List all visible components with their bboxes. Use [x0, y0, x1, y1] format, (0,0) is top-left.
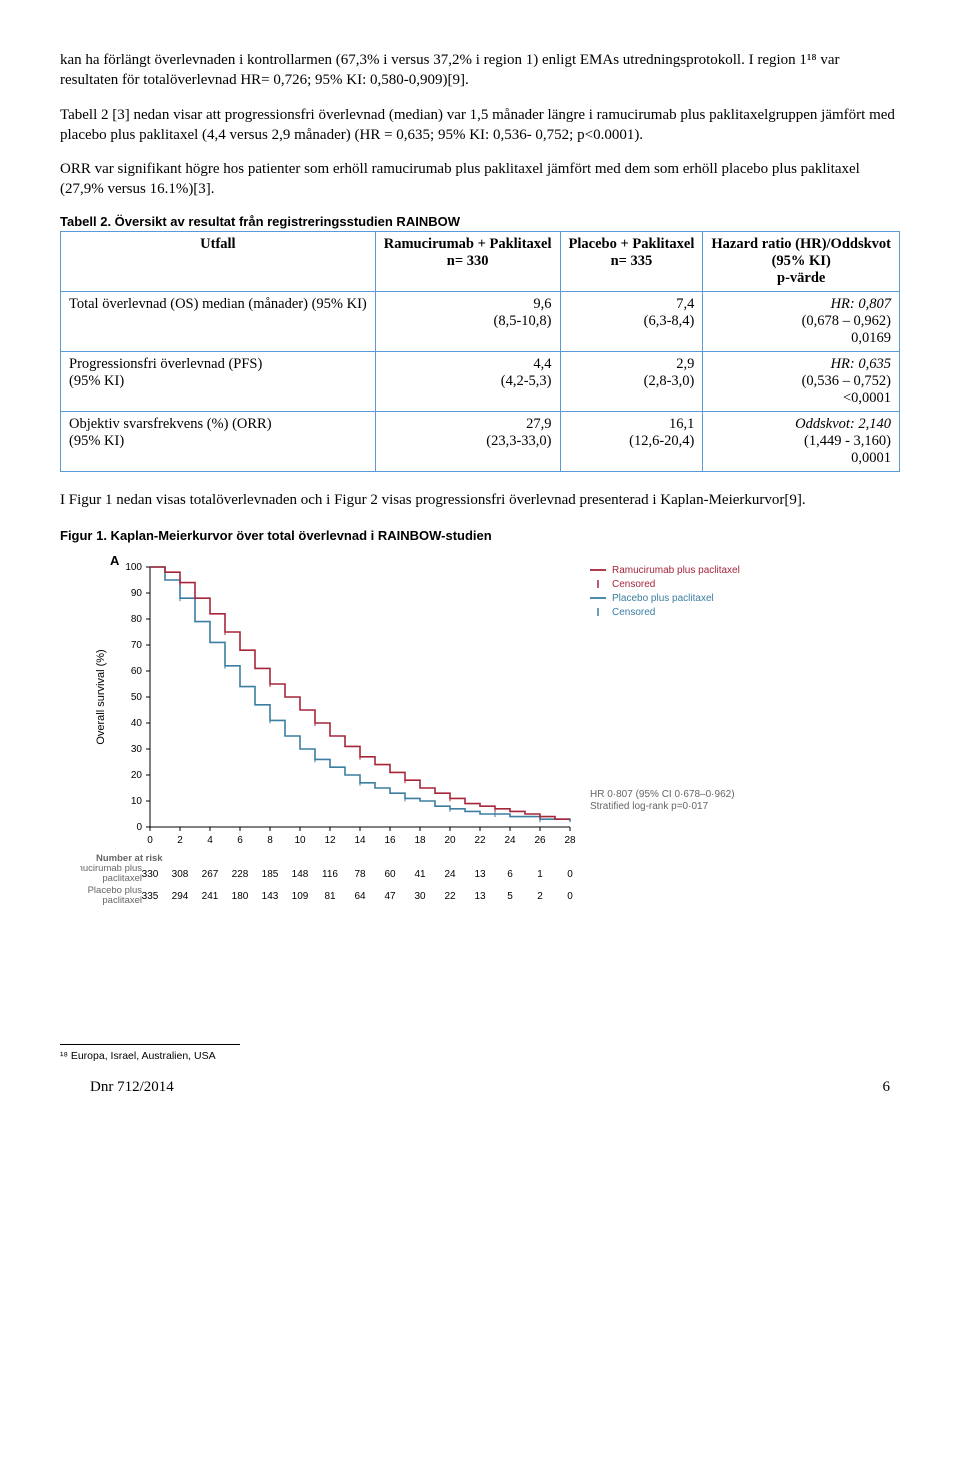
svg-text:0: 0 — [147, 835, 153, 846]
svg-text:22: 22 — [444, 891, 456, 902]
table-cell: Oddskvot: 2,140(1,449 - 3,160)0,0001 — [703, 411, 900, 471]
svg-text:267: 267 — [202, 869, 219, 880]
svg-text:Ramucirumab plus paclitaxel: Ramucirumab plus paclitaxel — [612, 565, 740, 576]
page-footer: Dnr 712/2014 6 — [60, 1079, 900, 1096]
svg-text:64: 64 — [354, 891, 366, 902]
svg-text:20: 20 — [131, 770, 143, 781]
svg-text:0: 0 — [136, 822, 142, 833]
svg-text:1: 1 — [537, 869, 543, 880]
table-cell: 4,4(4,2-5,3) — [375, 351, 560, 411]
svg-text:335: 335 — [142, 891, 159, 902]
km-figure: A010203040506070809010002468101214161820… — [80, 549, 900, 924]
svg-text:148: 148 — [292, 869, 309, 880]
table-cell: 9,6(8,5-10,8) — [375, 291, 560, 351]
footer-left: Dnr 712/2014 — [90, 1079, 174, 1096]
svg-text:10: 10 — [131, 796, 143, 807]
svg-text:20: 20 — [444, 835, 456, 846]
paragraph-1: kan ha förlängt överlevnaden i kontrolla… — [60, 50, 900, 91]
svg-text:12: 12 — [324, 835, 336, 846]
svg-text:10: 10 — [294, 835, 306, 846]
svg-text:5: 5 — [507, 891, 513, 902]
svg-text:Censored: Censored — [612, 579, 655, 590]
table-row: Objektiv svarsfrekvens (%) (ORR)(95% KI)… — [61, 411, 900, 471]
svg-text:180: 180 — [232, 891, 249, 902]
svg-text:241: 241 — [202, 891, 219, 902]
footer-right: 6 — [883, 1079, 891, 1096]
svg-text:6: 6 — [507, 869, 513, 880]
svg-text:116: 116 — [322, 869, 338, 880]
svg-text:4: 4 — [207, 835, 213, 846]
svg-text:13: 13 — [474, 891, 486, 902]
svg-text:228: 228 — [232, 869, 249, 880]
svg-text:330: 330 — [142, 869, 159, 880]
svg-text:Placebo plus paclitaxel: Placebo plus paclitaxel — [612, 593, 714, 604]
svg-text:26: 26 — [534, 835, 546, 846]
table-cell: HR: 0,635(0,536 – 0,752)<0,0001 — [703, 351, 900, 411]
table-caption: Tabell 2. Översikt av resultat från regi… — [60, 214, 900, 229]
svg-text:8: 8 — [267, 835, 273, 846]
svg-text:18: 18 — [414, 835, 426, 846]
paragraph-3: ORR var signifikant högre hos patienter … — [60, 159, 900, 200]
svg-text:0: 0 — [567, 869, 573, 880]
svg-text:90: 90 — [131, 588, 143, 599]
table-cell: Total överlevnad (OS) median (månader) (… — [61, 291, 376, 351]
svg-text:22: 22 — [474, 835, 486, 846]
svg-text:Stratified log-rank p=0·017: Stratified log-rank p=0·017 — [590, 801, 709, 812]
svg-text:70: 70 — [131, 640, 143, 651]
paragraph-2: Tabell 2 [3] nedan visar att progression… — [60, 105, 900, 146]
svg-text:308: 308 — [172, 869, 189, 880]
svg-text:0: 0 — [567, 891, 573, 902]
svg-text:2: 2 — [177, 835, 183, 846]
svg-text:100: 100 — [125, 562, 142, 573]
table-header: Hazard ratio (HR)/Oddskvot(95% KI)p-värd… — [703, 231, 900, 291]
svg-text:16: 16 — [384, 835, 396, 846]
svg-text:60: 60 — [131, 666, 143, 677]
svg-text:50: 50 — [131, 692, 143, 703]
footnote: ¹⁸ Europa, Israel, Australien, USA — [60, 1049, 900, 1063]
svg-text:24: 24 — [504, 835, 516, 846]
svg-text:143: 143 — [262, 891, 279, 902]
svg-text:294: 294 — [172, 891, 189, 902]
km-chart-svg: A010203040506070809010002468101214161820… — [80, 549, 800, 919]
svg-text:13: 13 — [474, 869, 486, 880]
table-cell: 16,1(12,6-20,4) — [560, 411, 703, 471]
svg-text:HR 0·807 (95% CI 0·678–0·962): HR 0·807 (95% CI 0·678–0·962) — [590, 789, 735, 800]
svg-text:185: 185 — [262, 869, 279, 880]
svg-text:paclitaxel: paclitaxel — [102, 895, 142, 906]
table-cell: 27,9(23,3-33,0) — [375, 411, 560, 471]
svg-text:109: 109 — [292, 891, 309, 902]
figure-caption: Figur 1. Kaplan-Meierkurvor över total ö… — [60, 528, 900, 543]
table-row: Progressionsfri överlevnad (PFS)(95% KI)… — [61, 351, 900, 411]
svg-text:41: 41 — [414, 869, 426, 880]
table-cell: 2,9(2,8-3,0) — [560, 351, 703, 411]
svg-text:81: 81 — [324, 891, 336, 902]
svg-text:28: 28 — [564, 835, 576, 846]
table-header: Ramucirumab + Paklitaxeln= 330 — [375, 231, 560, 291]
table-header: Utfall — [61, 231, 376, 291]
svg-text:30: 30 — [131, 744, 143, 755]
svg-text:30: 30 — [414, 891, 426, 902]
svg-text:40: 40 — [131, 718, 143, 729]
svg-text:6: 6 — [237, 835, 243, 846]
table-row: Total överlevnad (OS) median (månader) (… — [61, 291, 900, 351]
svg-text:80: 80 — [131, 614, 143, 625]
table-cell: Progressionsfri överlevnad (PFS)(95% KI) — [61, 351, 376, 411]
svg-text:Censored: Censored — [612, 607, 655, 618]
svg-text:A: A — [110, 553, 120, 568]
results-table: UtfallRamucirumab + Paklitaxeln= 330Plac… — [60, 231, 900, 472]
svg-text:Overall survival (%): Overall survival (%) — [95, 649, 107, 744]
table-cell: 7,4(6,3-8,4) — [560, 291, 703, 351]
table-cell: HR: 0,807(0,678 – 0,962)0,0169 — [703, 291, 900, 351]
svg-text:78: 78 — [354, 869, 366, 880]
svg-text:paclitaxel: paclitaxel — [102, 873, 142, 884]
svg-text:2: 2 — [537, 891, 543, 902]
table-cell: Objektiv svarsfrekvens (%) (ORR)(95% KI) — [61, 411, 376, 471]
table-header: Placebo + Paklitaxeln= 335 — [560, 231, 703, 291]
paragraph-4: I Figur 1 nedan visas totalöverlevnaden … — [60, 490, 900, 510]
footnote-rule — [60, 1044, 240, 1045]
svg-text:60: 60 — [384, 869, 396, 880]
svg-text:24: 24 — [444, 869, 456, 880]
svg-text:47: 47 — [384, 891, 396, 902]
svg-text:14: 14 — [354, 835, 366, 846]
